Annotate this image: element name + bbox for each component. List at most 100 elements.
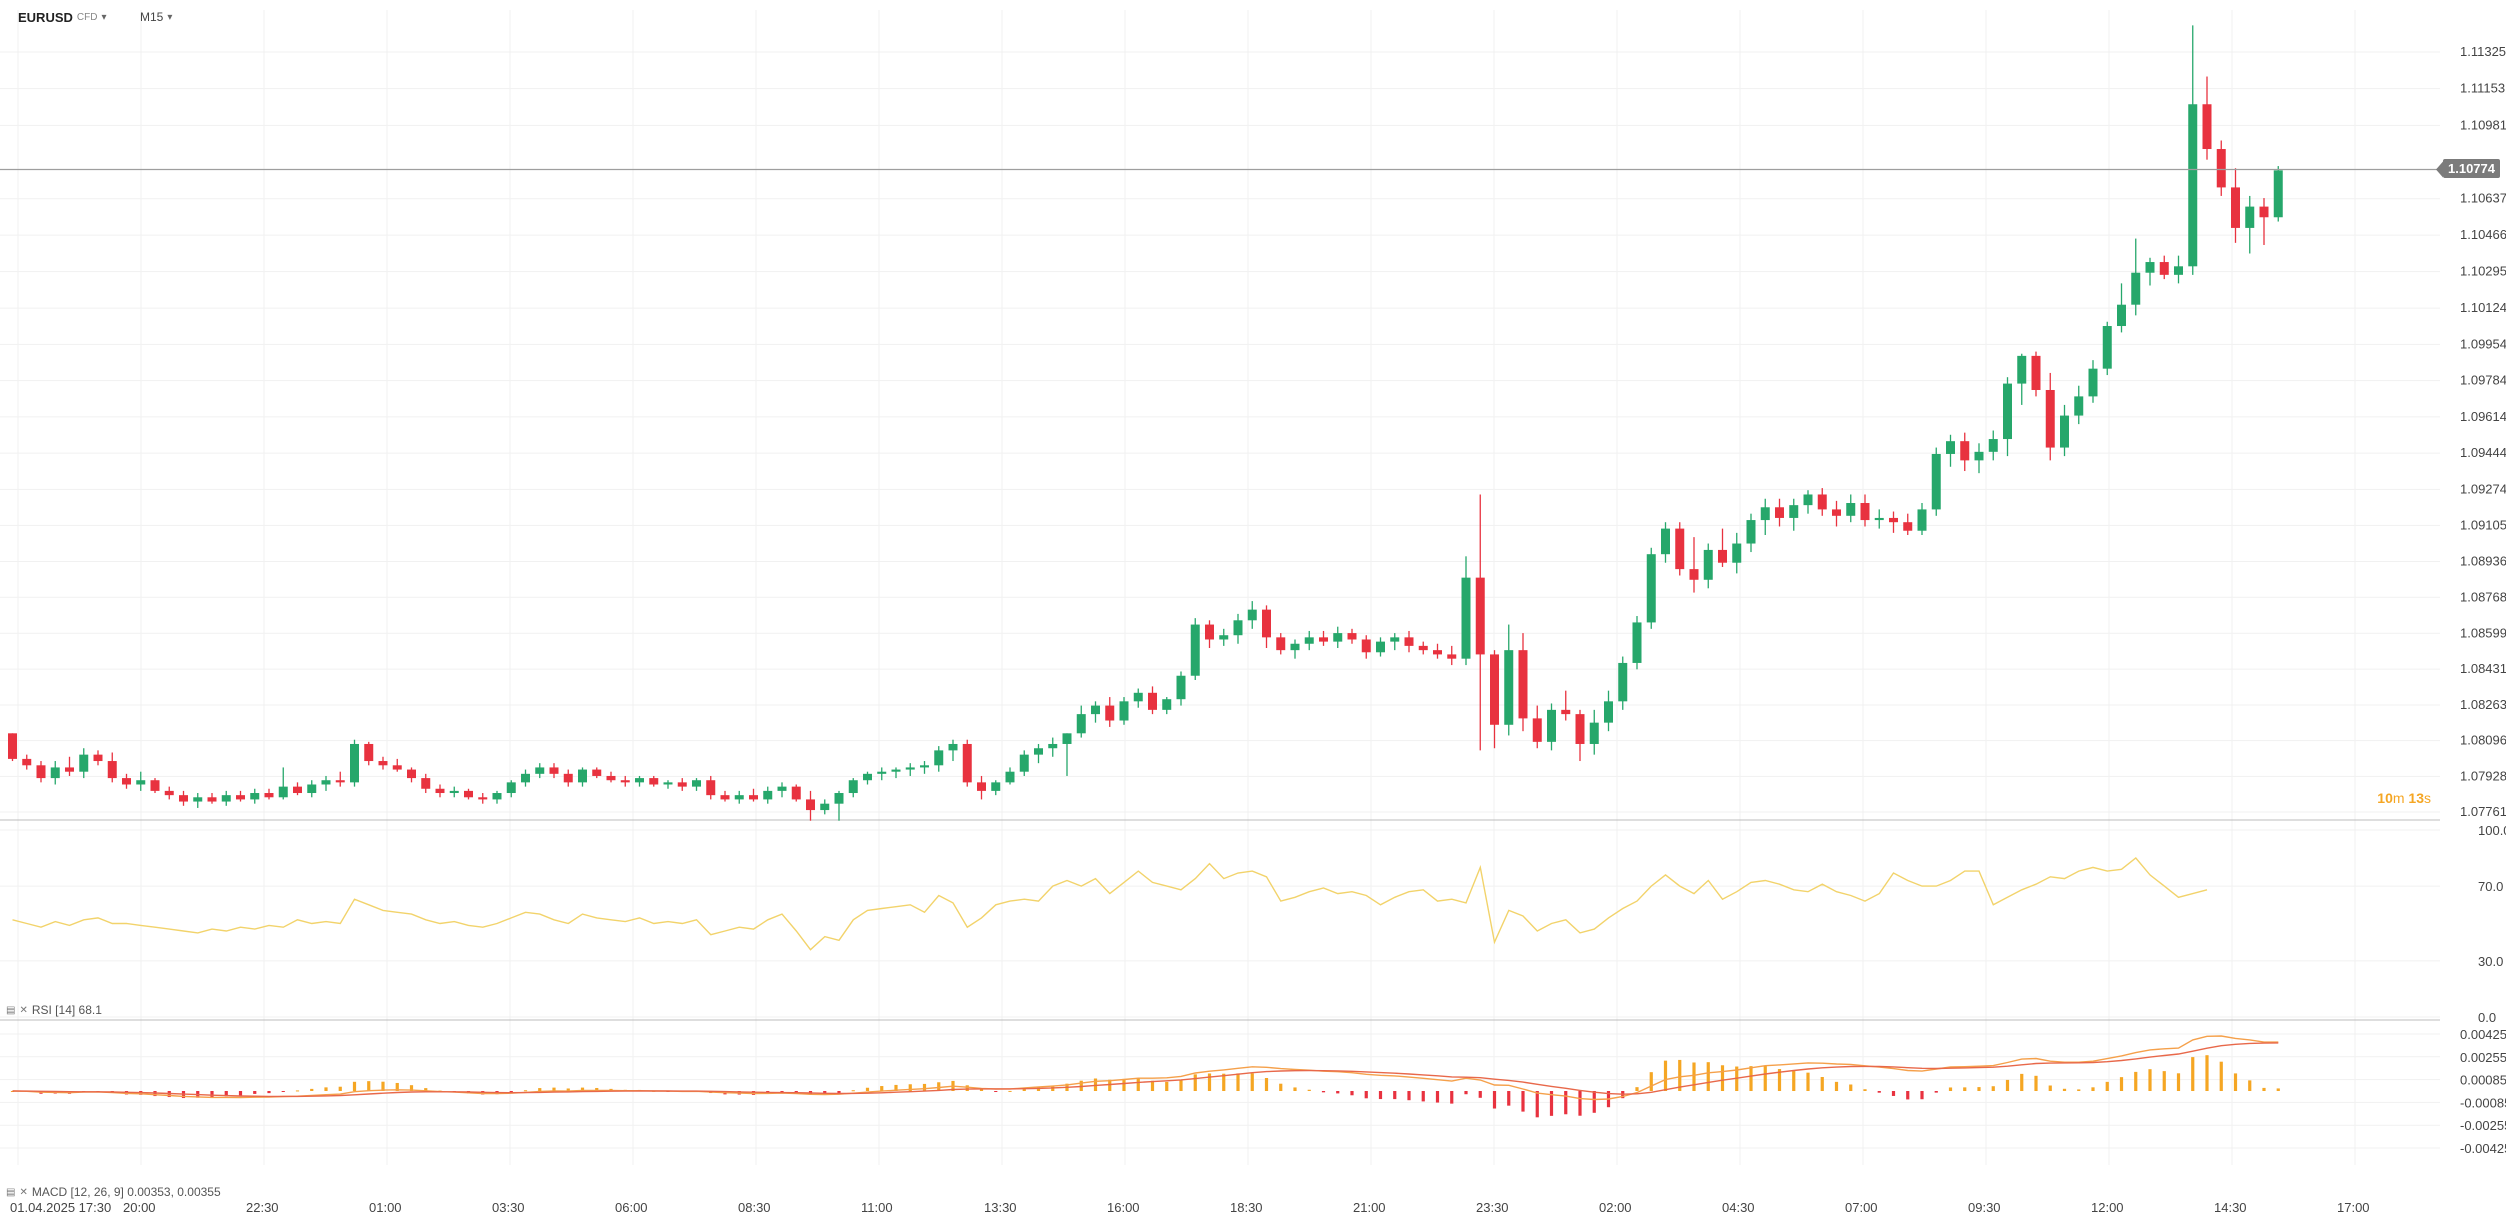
macd-histogram-bar xyxy=(1350,1091,1354,1096)
candle-down xyxy=(93,754,103,762)
macd-histogram-bar xyxy=(310,1088,314,1091)
macd-histogram-bar xyxy=(1792,1071,1796,1091)
candle-down xyxy=(1205,624,1214,640)
candle-down xyxy=(164,790,174,796)
macd-histogram-bar xyxy=(1849,1084,1853,1091)
candle-down xyxy=(392,765,402,770)
close-icon[interactable]: ✕ xyxy=(19,1004,28,1016)
macd-histogram-bar xyxy=(1678,1059,1682,1091)
candle-down xyxy=(1960,441,1970,461)
candle-up xyxy=(734,795,744,800)
macd-histogram-bar xyxy=(1649,1072,1653,1091)
timeframe-selector[interactable]: M15 ▾ xyxy=(140,10,172,24)
candle-down xyxy=(293,786,302,794)
candle-up xyxy=(2074,396,2084,416)
candle-down xyxy=(407,769,416,779)
candle-down xyxy=(1262,609,1271,638)
candle-up xyxy=(1376,641,1385,653)
macd-histogram-bar xyxy=(1293,1087,1297,1091)
macd-histogram-bar xyxy=(381,1081,385,1091)
candle-up xyxy=(50,767,60,779)
macd-histogram-bar xyxy=(1307,1089,1311,1091)
macd-histogram-bar xyxy=(894,1084,898,1091)
rsi-tick-label: 30.0 xyxy=(2478,954,2503,969)
macd-histogram-bar xyxy=(595,1087,599,1091)
candle-up xyxy=(2174,266,2183,275)
macd-histogram-bar xyxy=(2248,1080,2252,1091)
candle-down xyxy=(1718,549,1727,563)
macd-histogram-bar xyxy=(338,1086,342,1091)
macd-histogram-bar xyxy=(908,1084,912,1091)
macd-histogram-bar xyxy=(1763,1066,1767,1091)
macd-histogram-bar xyxy=(424,1088,428,1091)
candle-up xyxy=(2131,272,2141,305)
macd-histogram-bar xyxy=(580,1087,585,1091)
candle-up xyxy=(1604,701,1613,723)
settings-icon[interactable]: ▤ xyxy=(6,1004,16,1016)
macd-histogram-bar xyxy=(780,1091,784,1093)
candle-down xyxy=(2031,355,2041,390)
countdown-seconds-unit: s xyxy=(2424,790,2431,806)
macd-histogram-bar xyxy=(1863,1089,1867,1091)
candle-up xyxy=(1034,748,1043,755)
close-icon[interactable]: ✕ xyxy=(19,1186,28,1198)
candle-down xyxy=(1475,577,1485,655)
macd-histogram-bar xyxy=(922,1083,927,1091)
candle-up xyxy=(136,780,146,785)
macd-histogram-bar xyxy=(2048,1085,2052,1091)
candle-down xyxy=(1276,637,1286,651)
candle-down xyxy=(22,758,32,766)
time-tick-label: 11:00 xyxy=(861,1200,893,1215)
macd-histogram-bar xyxy=(1834,1081,1839,1091)
price-tick-label: 1.08096 xyxy=(2460,733,2506,748)
candle-down xyxy=(36,765,46,779)
macd-histogram-bar xyxy=(2005,1079,2010,1091)
macd-histogram-bar xyxy=(1108,1079,1112,1091)
candle-down xyxy=(720,795,730,800)
candle-down xyxy=(1561,709,1571,715)
price-tick-label: 1.09274 xyxy=(2460,481,2506,496)
candle-down xyxy=(1490,654,1499,725)
macd-histogram-bar xyxy=(1692,1062,1696,1091)
price-tick-label: 1.08936 xyxy=(2460,553,2506,568)
candle-down xyxy=(1675,528,1685,570)
rsi-tick-label: 70.0 xyxy=(2478,879,2503,894)
macd-histogram-bar xyxy=(1777,1069,1782,1091)
macd-histogram-bar xyxy=(1207,1073,1212,1091)
macd-histogram-bar xyxy=(1492,1091,1497,1109)
candle-down xyxy=(649,778,659,785)
chevron-down-icon: ▾ xyxy=(101,12,107,23)
candle-up xyxy=(1219,635,1229,640)
macd-histogram-bar xyxy=(281,1091,285,1092)
macd-histogram-bar xyxy=(1592,1091,1596,1113)
macd-histogram-bar xyxy=(2091,1087,2095,1091)
candle-down xyxy=(1361,639,1371,653)
macd-histogram-bar xyxy=(552,1087,556,1091)
macd-legend[interactable]: ▤ ✕ MACD [12, 26, 9] 0.00353, 0.00355 xyxy=(6,1185,221,1199)
time-tick-label: 16:00 xyxy=(1107,1200,1140,1215)
candle-up xyxy=(663,782,673,785)
candle-down xyxy=(264,793,274,798)
price-tick-label: 1.07761 xyxy=(2460,804,2506,819)
rsi-legend[interactable]: ▤ ✕ RSI [14] 68.1 xyxy=(6,1003,102,1017)
settings-icon[interactable]: ▤ xyxy=(6,1186,16,1198)
candle-up xyxy=(1176,675,1186,700)
macd-histogram-bar xyxy=(253,1091,257,1094)
candle-up xyxy=(350,743,359,783)
candle-up xyxy=(1789,505,1799,518)
macd-histogram-bar xyxy=(1507,1091,1511,1106)
symbol-selector[interactable]: EURUSD CFD ▾ xyxy=(18,10,107,25)
candle-down xyxy=(1532,718,1542,742)
candle-up xyxy=(1190,624,1200,676)
candle-down xyxy=(706,780,716,796)
symbol-suffix: CFD xyxy=(76,12,98,23)
candle-up xyxy=(1019,754,1029,772)
macd-histogram-bar xyxy=(1336,1091,1340,1094)
candle-up xyxy=(1119,701,1129,721)
time-tick-label: 21:00 xyxy=(1353,1200,1386,1215)
candle-down xyxy=(464,790,473,798)
candle-down xyxy=(8,733,17,759)
candle-down xyxy=(122,778,131,785)
candle-down xyxy=(1817,494,1827,510)
